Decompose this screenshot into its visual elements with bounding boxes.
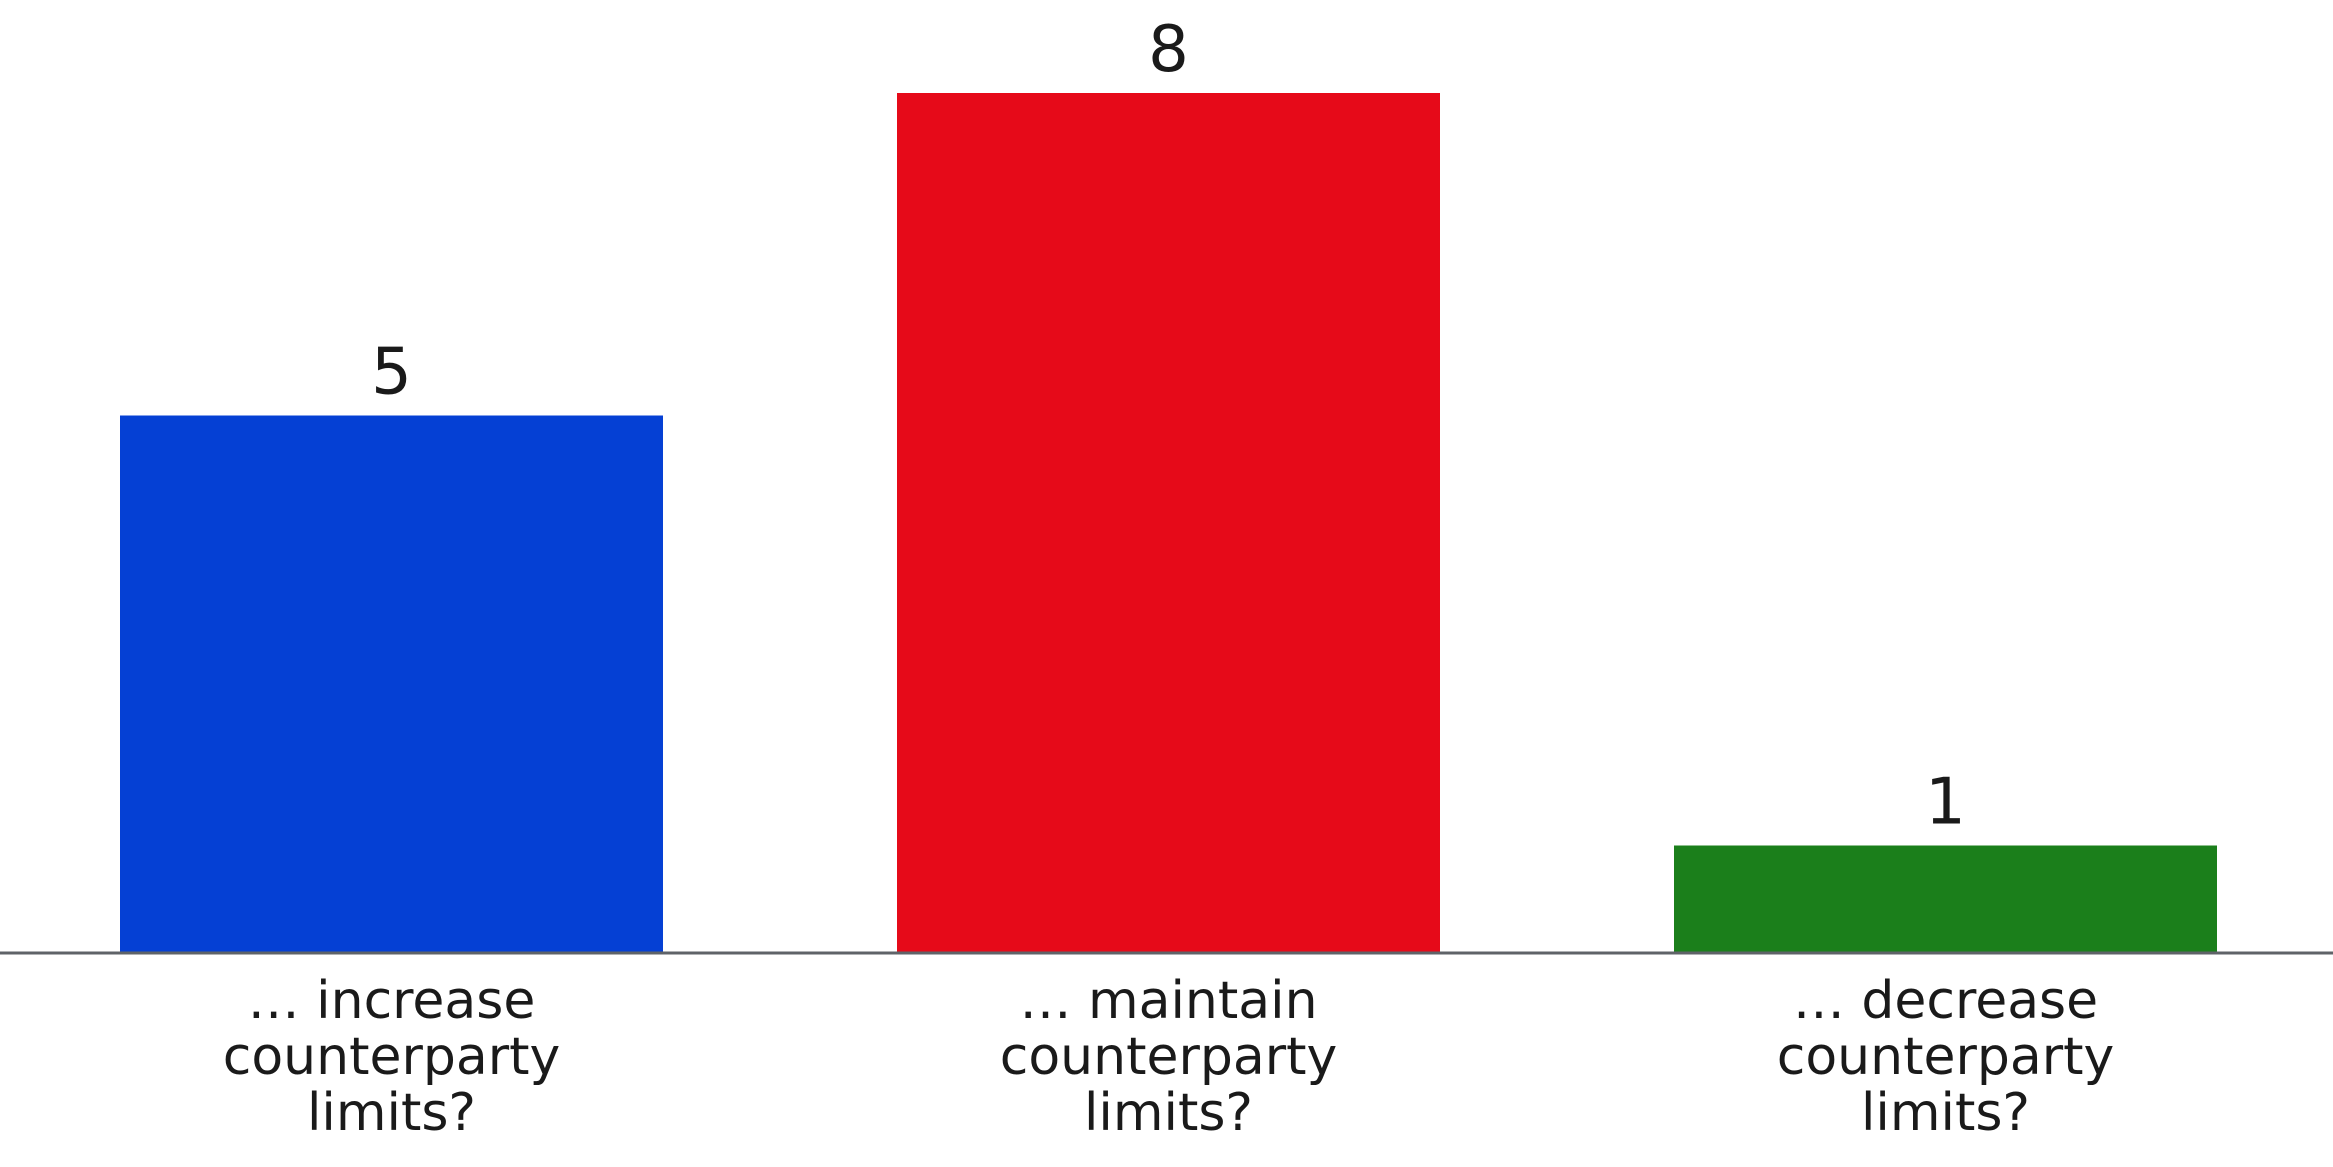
category-labels-group: … increase counterparty limits?… maintain c… <box>223 971 2115 1143</box>
category-label-2-line-2: limits? <box>1861 1083 2030 1143</box>
category-label-0-line-0: … increase <box>248 971 536 1031</box>
category-label-0: … increase counterparty limits? <box>223 971 561 1143</box>
bar-2 <box>1674 845 2217 953</box>
category-label-1-line-2: limits? <box>1084 1083 1253 1143</box>
bars-group <box>120 93 2217 953</box>
category-label-1: … maintain counterparty limits? <box>1000 971 1338 1143</box>
category-label-2-line-1: counterparty <box>1777 1027 2115 1087</box>
bar-0 <box>120 415 663 953</box>
value-label-2: 1 <box>1925 766 1966 840</box>
value-label-1: 8 <box>1148 13 1189 87</box>
category-label-1-line-1: counterparty <box>1000 1027 1338 1087</box>
value-labels-group: 5 8 1 <box>371 13 1966 840</box>
category-label-0-line-1: counterparty <box>223 1027 561 1087</box>
category-label-1-line-0: … maintain <box>1019 971 1317 1031</box>
category-label-2: … decrease counterparty limits? <box>1777 971 2115 1143</box>
bar-1 <box>897 93 1440 953</box>
category-label-2-line-0: … decrease <box>1793 971 2098 1031</box>
category-label-0-line-2: limits? <box>307 1083 476 1143</box>
value-label-0: 5 <box>371 336 412 410</box>
